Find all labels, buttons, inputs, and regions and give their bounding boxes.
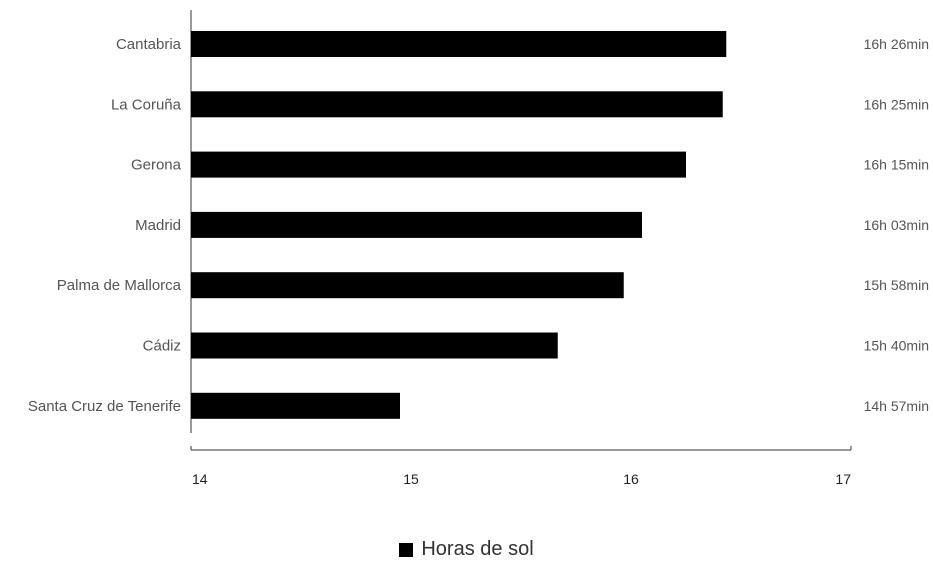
value-label-palma-de-mallorca: 15h 58min [864, 277, 929, 293]
x-tick-label-14: 14 [192, 471, 208, 487]
bar-santa-cruz-de-tenerife [191, 392, 400, 419]
value-label-cantabria: 16h 26min [864, 36, 929, 52]
category-label-cadiz: Cádiz [143, 338, 181, 355]
bar-cantabria [191, 31, 727, 57]
category-label-palma-de-mallorca: Palma de Mallorca [57, 277, 182, 294]
value-label-la-coruna: 16h 25min [864, 96, 929, 112]
value-label-cadiz: 15h 40min [864, 338, 929, 354]
bar-madrid [191, 211, 642, 238]
legend-swatch-horas-de-sol [399, 542, 414, 557]
category-label-la-coruna: La Coruña [111, 96, 182, 113]
bar-gerona [191, 151, 686, 178]
x-tick-label-15: 15 [403, 471, 419, 487]
value-label-madrid: 16h 03min [864, 217, 929, 233]
bar-cadiz [191, 332, 558, 359]
category-label-cantabria: Cantabria [116, 36, 182, 53]
legend-label-horas-de-sol: Horas de sol [421, 538, 534, 560]
category-label-santa-cruz-de-tenerife: Santa Cruz de Tenerife [28, 398, 181, 415]
bar-palma-de-mallorca [191, 272, 624, 299]
category-label-madrid: Madrid [135, 217, 181, 234]
x-tick-label-16: 16 [623, 471, 639, 487]
value-label-santa-cruz-de-tenerife: 14h 57min [864, 398, 929, 414]
value-label-gerona: 16h 15min [864, 157, 929, 173]
category-label-gerona: Gerona [131, 157, 182, 174]
bar-chart: Cantabria 16h 26min La Coruña 16h 25min Gero… [28, 10, 929, 487]
bar-la-coruna [191, 91, 723, 118]
legend: Horas de sol [0, 538, 933, 561]
x-tick-label-17: 17 [835, 471, 851, 487]
